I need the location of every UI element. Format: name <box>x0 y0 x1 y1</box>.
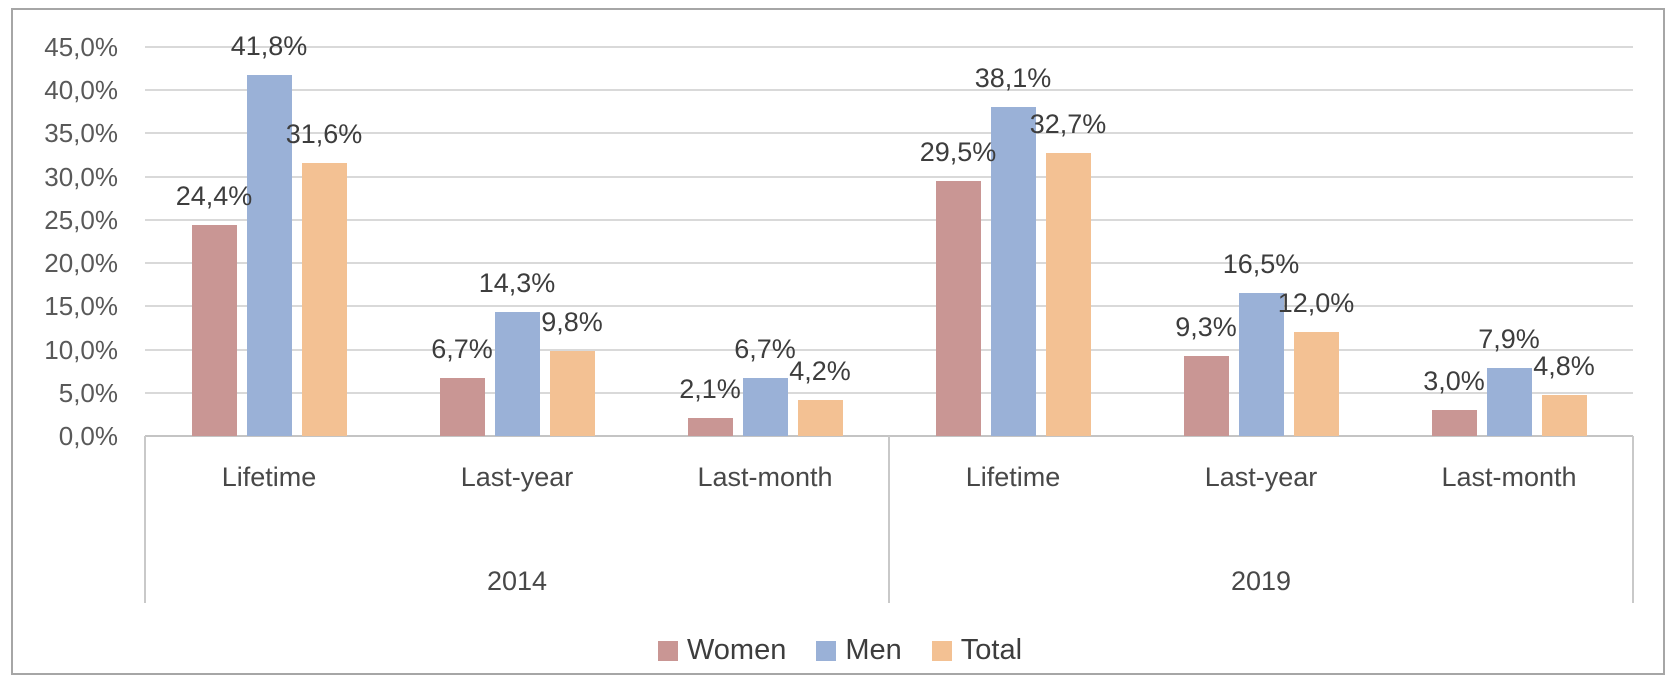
gridline <box>145 218 1633 221</box>
y-tick-label: 0,0% <box>58 421 118 451</box>
category-label-2014-lifetime: Lifetime <box>221 462 317 492</box>
bar-women-2014-lifetime <box>191 225 237 436</box>
gridline <box>145 89 1633 92</box>
bar-women-2019-last-year <box>1183 355 1229 436</box>
bar-total-2019-lifetime <box>1045 153 1091 436</box>
data-label-women-2014-last-month: 2,1% <box>679 373 741 404</box>
category-divider <box>1632 436 1634 603</box>
gridline <box>145 262 1633 265</box>
category-label-2014-last-month: Last-month <box>697 462 833 492</box>
y-tick-label: 25,0% <box>44 204 118 235</box>
bar-men-2019-last-month <box>1486 367 1532 436</box>
data-label-women-2019-last-month: 3,0% <box>1423 366 1485 397</box>
bar-total-2019-last-year <box>1293 332 1339 436</box>
y-tick-label: 5,0% <box>58 377 118 408</box>
bar-women-2014-last-month <box>687 417 733 436</box>
y-tick-label: 40,0% <box>44 75 118 106</box>
legend-swatch-men <box>816 640 837 661</box>
bar-total-2014-last-year <box>549 351 595 436</box>
y-tick-label: 20,0% <box>44 248 118 279</box>
data-label-total-2019-last-month: 4,8% <box>1533 350 1595 381</box>
legend-item-women: Women <box>657 634 787 667</box>
gridline <box>145 348 1633 351</box>
legend-label: Total <box>960 634 1023 666</box>
data-label-men-2014-lifetime: 41,8% <box>230 30 308 61</box>
data-label-men-2014-last-year: 14,3% <box>478 268 556 299</box>
chart-frame-border <box>11 8 1665 675</box>
data-label-men-2019-last-month: 7,9% <box>1478 323 1540 354</box>
legend-label: Men <box>845 634 902 666</box>
bar-men-2014-last-year <box>494 312 540 436</box>
gridline <box>145 46 1633 48</box>
data-label-men-2019-last-year: 16,5% <box>1222 249 1300 280</box>
data-label-total-2019-last-year: 12,0% <box>1277 288 1355 319</box>
legend-label: Women <box>686 634 787 666</box>
data-label-women-2014-lifetime: 24,4% <box>175 181 253 212</box>
legend-item-men: Men <box>816 634 902 667</box>
bar-men-2014-last-month <box>742 378 788 436</box>
y-tick-label: 35,0% <box>44 118 118 149</box>
bar-total-2014-lifetime <box>301 162 347 436</box>
bar-men-2019-last-year <box>1238 293 1284 436</box>
bar-total-2019-last-month <box>1541 394 1587 436</box>
bar-women-2019-lifetime <box>935 180 981 436</box>
gridline <box>145 132 1633 135</box>
y-tick-label: 15,0% <box>44 291 118 322</box>
data-label-total-2014-lifetime: 31,6% <box>285 118 363 149</box>
legend: Women Men Total <box>0 634 1680 667</box>
data-label-women-2019-last-year: 9,3% <box>1175 311 1237 342</box>
category-label-2014-last-year: Last-year <box>460 462 574 492</box>
group-label-2019: 2019 <box>1230 566 1292 596</box>
gridline <box>145 391 1633 394</box>
bar-men-2019-lifetime <box>990 106 1036 436</box>
bar-women-2014-last-year <box>439 378 485 436</box>
legend-item-total: Total <box>931 634 1023 667</box>
y-tick-label: 45,0% <box>44 32 118 62</box>
category-label-2019-last-year: Last-year <box>1204 462 1318 492</box>
data-label-total-2019-lifetime: 32,7% <box>1029 109 1107 140</box>
data-label-women-2019-lifetime: 29,5% <box>919 136 997 167</box>
legend-swatch-women <box>657 640 678 661</box>
category-divider <box>888 436 890 603</box>
data-label-men-2019-lifetime: 38,1% <box>974 62 1052 93</box>
data-label-total-2014-last-year: 9,8% <box>541 307 603 338</box>
gridline <box>145 305 1633 308</box>
bar-men-2014-lifetime <box>246 74 292 436</box>
category-label-2019-last-month: Last-month <box>1441 462 1577 492</box>
y-tick-label: 10,0% <box>44 334 118 365</box>
group-label-2014: 2014 <box>486 566 548 596</box>
data-label-men-2014-last-month: 6,7% <box>734 334 796 365</box>
bar-women-2019-last-month <box>1431 410 1477 436</box>
y-tick-label: 30,0% <box>44 161 118 192</box>
bar-total-2014-last-month <box>797 399 843 436</box>
category-label-2019-lifetime: Lifetime <box>965 462 1061 492</box>
data-label-total-2014-last-month: 4,2% <box>789 355 851 386</box>
legend-swatch-total <box>931 640 952 661</box>
gridline <box>145 175 1633 178</box>
data-label-women-2014-last-year: 6,7% <box>431 334 493 365</box>
category-divider <box>144 436 146 603</box>
